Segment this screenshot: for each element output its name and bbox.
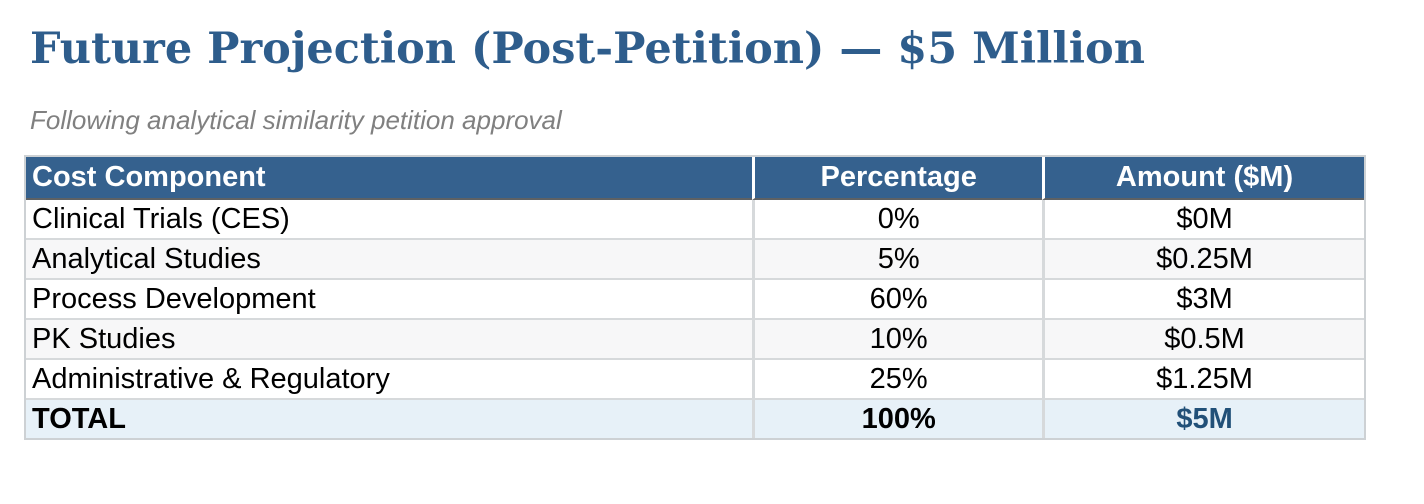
table-row: Process Development 60% $3M [26,278,1364,318]
cell-amount: $0M [1042,200,1364,238]
column-header-amount: Amount ($M) [1042,157,1364,200]
cell-amount: $1.25M [1042,358,1364,398]
cell-component: Process Development [26,278,753,318]
cell-percentage: 25% [752,358,1043,398]
cell-percentage: 60% [752,278,1043,318]
table-row: Administrative & Regulatory 25% $1.25M [26,358,1364,398]
cost-breakdown-table: Cost Component Percentage Amount ($M) Cl… [24,155,1366,440]
table-row: Analytical Studies 5% $0.25M [26,238,1364,278]
total-percentage: 100% [752,398,1043,438]
cell-component: Administrative & Regulatory [26,358,753,398]
cell-amount: $3M [1042,278,1364,318]
table-row: PK Studies 10% $0.5M [26,318,1364,358]
page-subtitle: Following analytical similarity petition… [30,105,562,135]
page-title: Future Projection (Post-Petition) — $5 M… [30,24,1145,74]
cell-percentage: 0% [752,200,1043,238]
cell-amount: $0.25M [1042,238,1364,278]
table-row: Clinical Trials (CES) 0% $0M [26,200,1364,238]
column-header-percentage: Percentage [752,157,1043,200]
cell-percentage: 5% [752,238,1043,278]
table-total-row: TOTAL 100% $5M [26,398,1364,438]
cell-component: PK Studies [26,318,753,358]
cell-component: Analytical Studies [26,238,753,278]
total-amount: $5M [1042,398,1364,438]
cell-percentage: 10% [752,318,1043,358]
cell-amount: $0.5M [1042,318,1364,358]
column-header-cost-component: Cost Component [26,157,753,200]
table-header-row: Cost Component Percentage Amount ($M) [26,157,1364,200]
cell-component: Clinical Trials (CES) [26,200,753,238]
total-label: TOTAL [26,398,753,438]
